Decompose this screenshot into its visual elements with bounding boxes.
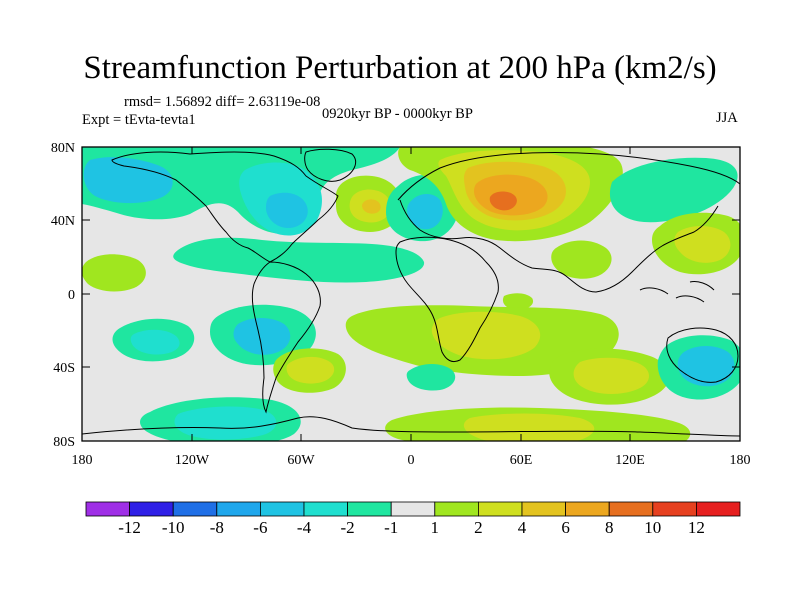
colorbar [85, 501, 741, 517]
coast-australia [666, 327, 739, 383]
lat-label-80n: 80N [51, 141, 75, 156]
colorbar-label: -6 [253, 518, 268, 537]
contour-pos-eurasia-core [489, 191, 517, 211]
colorbar-swatch [434, 501, 479, 517]
lat-label-0: 0 [68, 288, 75, 303]
colorbar-swatch [652, 501, 697, 517]
contour-neg-northeast-asia [609, 157, 738, 223]
colorbar-swatch [477, 501, 523, 517]
contour-pos-west-pacific-core [674, 226, 731, 263]
contour-neg-antarctic-pacific-core [174, 406, 277, 440]
contour-pos-indian-ocean-core [573, 357, 649, 394]
contour-neg-south-atlantic [406, 364, 456, 391]
contour-pos-antarctic-indian-core [463, 413, 595, 441]
axis-labels: 80N 40N 0 40S 80S 180 120W 60W 0 60E 120… [51, 141, 751, 468]
colorbar-swatch [521, 501, 566, 517]
contour-pos-tropical-africa [502, 293, 534, 310]
contour-field [82, 147, 740, 441]
contour-neg-north-america-core [266, 192, 308, 228]
colorbar-label: -4 [296, 518, 312, 537]
contour-pos-south-atlantic-small-inner [286, 356, 335, 384]
contour-pos-south-atlantic-core [431, 311, 541, 360]
contour-neg-south-pacific-core [130, 329, 180, 355]
colorbar-swatch [259, 501, 305, 517]
colorbar-swatch [303, 501, 348, 517]
contour-neg-north-pacific-core [83, 157, 173, 204]
colorbar-label: -8 [209, 518, 224, 537]
lat-label-40n: 40N [51, 214, 75, 229]
contour-pos-south-asia [551, 240, 612, 279]
colorbar-label: 4 [517, 518, 527, 537]
period-line: 0920kyr BP - 0000kyr BP [322, 106, 473, 122]
colorbar-label: -10 [161, 518, 185, 537]
lon-label-120w: 120W [175, 453, 210, 468]
colorbar-label: 6 [561, 518, 570, 537]
contour-neg-south-america-core [233, 318, 291, 355]
colorbar-swatch [608, 501, 654, 517]
colorbar-swatch [129, 501, 174, 517]
coastlines [82, 148, 740, 437]
season-label: JJA [716, 110, 738, 126]
contour-pos-east-pacific [82, 254, 146, 292]
axis-ticks [81, 146, 741, 442]
colorbar-swatch [390, 501, 436, 517]
colorbar-swatch [85, 501, 130, 517]
colorbar-swatch [347, 501, 392, 517]
lon-label-120e: 120E [615, 453, 645, 468]
colorbar-label: 8 [604, 518, 614, 537]
colorbar-label: 10 [644, 518, 662, 537]
lon-label-60w: 60W [287, 453, 315, 468]
colorbar-swatch [696, 501, 741, 517]
colorbar-swatch [216, 501, 261, 517]
colorbar-label: 1 [430, 518, 440, 537]
coast-africa [395, 236, 499, 363]
colorbar-label: -12 [118, 518, 141, 537]
coast-north-america [111, 151, 339, 263]
lon-label-180e: 180 [730, 453, 751, 468]
map-title: Streamfunction Perturbation at 200 hPa (… [83, 50, 717, 86]
contour-neg-australia-core [677, 346, 735, 387]
lat-label-80s: 80S [53, 435, 75, 450]
coast-antarctica [82, 416, 740, 437]
colorbar-swatch [565, 501, 610, 517]
lon-label-0: 0 [408, 453, 415, 468]
colorbar-label: 2 [474, 518, 483, 537]
lon-label-60e: 60E [510, 453, 533, 468]
coast-greenland [304, 148, 356, 182]
lat-label-40s: 40S [53, 361, 75, 376]
lon-label-180w: 180 [72, 453, 93, 468]
colorbar-label: -1 [384, 518, 399, 537]
contour-pos-north-atlantic-core [362, 199, 381, 214]
contour-neg-tropical-atlantic [173, 237, 425, 283]
colorbar-swatch [172, 501, 218, 517]
coast-south-america [251, 261, 321, 414]
coast-maritime-continent [639, 281, 715, 303]
experiment-line: Expt = tEvta-tevta1 [82, 112, 196, 128]
stats-line: rmsd= 1.56892 diff= 2.63119e-08 [124, 94, 321, 110]
contour-neg-europe-core [407, 194, 443, 230]
coast-eurasia [397, 152, 740, 293]
colorbar-label: -2 [340, 518, 355, 537]
colorbar-label: 12 [687, 518, 705, 537]
